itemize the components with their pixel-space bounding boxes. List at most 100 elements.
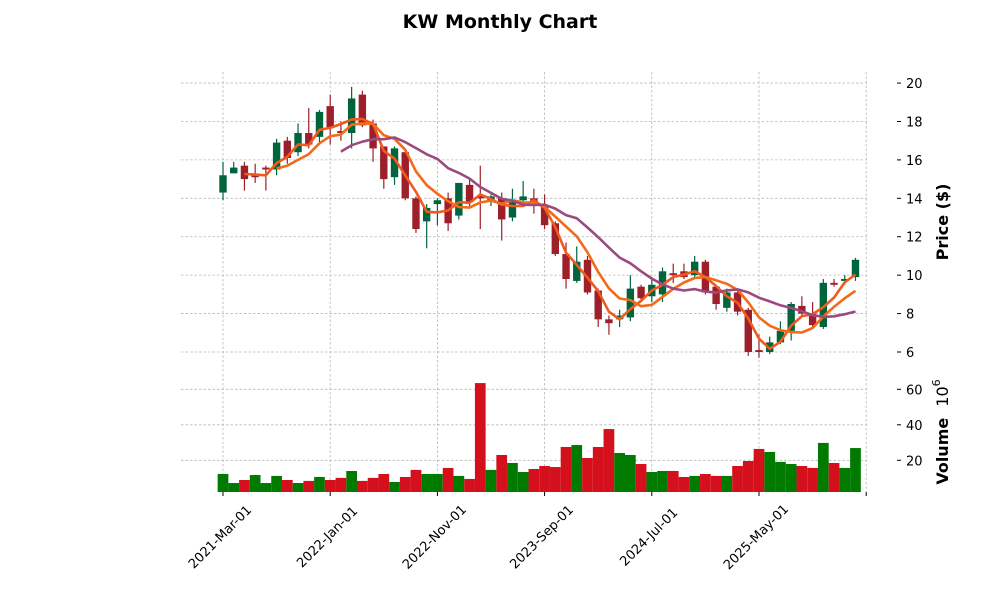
candle-body [615,315,624,320]
x-tick-label: 2022-Jan-01 [294,504,361,571]
candle-body [326,106,334,128]
volume-bar [603,429,615,492]
price-tick-label: 14 [906,192,923,207]
volume-bar [796,465,808,492]
volume-bar [485,469,497,492]
candle-body [744,309,752,352]
volume-bar [292,483,304,492]
candle-body [315,111,324,137]
price-tick-label: 10 [906,269,923,284]
gridlines [181,72,867,492]
volume-bar [764,451,776,492]
candle-body [798,305,806,314]
volume-label-exponent: 6 [930,379,943,386]
candle-body [305,133,313,145]
svg-text:Volume 106: Volume 106 [930,379,952,484]
price-tick-label: 16 [906,154,923,169]
volume-bar [378,473,390,492]
volume-tick-label: 60 [906,383,923,398]
candle-body [380,146,388,180]
volume-bar [346,470,357,492]
candle-body [251,175,259,178]
volume-bar [507,462,518,492]
x-tick-label: 2024-Jul-01 [617,506,681,570]
candle-body [808,313,817,326]
price-tick-label: 20 [906,77,923,92]
volume-bar [217,473,229,492]
volume-bar [742,461,754,492]
candle-body [498,198,506,220]
x-tick-label: 2021-Mar-01 [186,503,255,572]
volume-bar [667,470,679,492]
candle-body [219,175,227,193]
volume-bar [357,480,368,492]
candle-body [551,223,560,255]
volume-bar [314,476,325,492]
candle-body [422,207,431,222]
candle-body [562,254,570,280]
volume-bar [689,475,701,492]
moving-average-6-line [276,122,857,334]
price-tick-label: 18 [906,115,923,130]
candle-body [508,202,517,218]
candle-body [476,196,484,199]
x-tick-label: 2022-Nov-01 [400,503,470,573]
volume-bar [239,480,250,492]
volume-bar [453,475,465,492]
volume-bar [249,475,261,492]
volume-bar [839,467,851,492]
candle-body [390,148,399,178]
volume-bar [657,470,668,492]
volume-bar [710,475,722,492]
volume-bar [614,453,625,492]
candle-body [723,292,731,308]
volume-bar [421,473,433,492]
volume-bar [571,445,583,492]
volume-label-text: Volume [933,418,952,485]
candle-body [347,98,356,134]
volume-bar [410,469,422,492]
volume-bar [582,457,593,492]
volume-label-base: 10 [933,386,952,406]
volume-bar [474,383,486,492]
candle-body [337,131,345,134]
volume-bar [432,473,443,492]
volume-bar [335,477,347,492]
candle-body [412,198,420,230]
candle-body [369,123,377,149]
volume-bar [324,480,336,492]
volume-bar [303,480,315,492]
candle-body [819,282,828,328]
volume-tick-label: 20 [906,454,923,469]
volume-bar [635,464,647,492]
candle-body [272,142,281,170]
volume-bar [539,465,550,492]
volume-bar [785,464,797,492]
candle-body [594,290,602,320]
volume-bar [625,454,636,492]
candle-body [658,271,667,295]
price-tick-label: 6 [906,346,914,361]
candle-body [637,286,645,299]
volume-bar [678,476,690,492]
volume-bar [732,465,743,492]
volume-bar [389,481,400,492]
price-tick-label: 8 [906,308,914,323]
candle-body [455,182,463,216]
volume-bar [367,477,379,492]
candle-body [830,282,838,285]
volume-bars [217,383,861,492]
volume-tick-label: 40 [906,419,923,434]
volume-bar [753,448,765,492]
volume-bar [442,467,454,492]
candle-body [776,330,785,343]
volume-bar [721,475,733,492]
volume-bar [646,472,658,492]
volume-bar [281,480,293,492]
volume-bar [271,475,282,492]
candlesticks [219,86,860,358]
candle-body [433,200,442,205]
candle-body [690,261,699,276]
volume-bar [399,476,411,492]
